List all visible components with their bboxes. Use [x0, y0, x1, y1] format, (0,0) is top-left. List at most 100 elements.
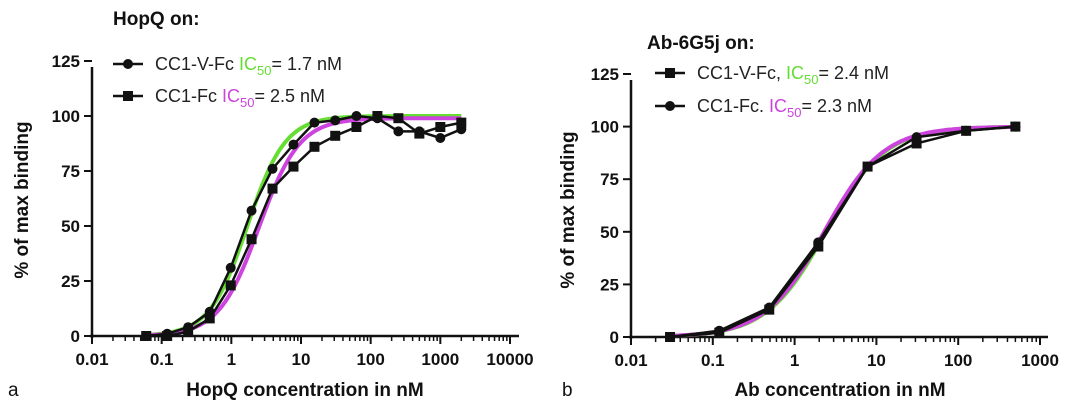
data-point-cc1-v-fc: [435, 133, 446, 143]
y-tick-label-0: 0: [610, 328, 619, 347]
x-tick-label-100: 100: [944, 351, 972, 370]
x-axis-title-b: Ab concentration in nM: [734, 380, 945, 401]
x-tick-label-100: 100: [356, 350, 384, 369]
data-point-cc1-v-fc: [288, 139, 299, 150]
series-name: CC1-V-Fc,: [697, 63, 786, 83]
data-point-cc1-fc: [246, 234, 257, 245]
x-tick-label-1: 1: [790, 351, 799, 370]
x-tick-label-0-1: 0.1: [701, 351, 725, 370]
data-point-cc1-v-fc: [309, 117, 320, 128]
legend-a: CC1-V-Fc IC50= 1.7 nM CC1-Fc IC50= 2.5 n…: [113, 54, 342, 110]
series-name: CC1-Fc: [155, 86, 222, 106]
x-tick-label-0-01: 0.01: [614, 351, 647, 370]
y-tick-label-50: 50: [600, 223, 619, 242]
data-point-cc1-fc: [435, 122, 446, 132]
ic50-value: = 2.4 nM: [818, 63, 889, 83]
data-point-cc1-fc: [225, 280, 236, 291]
data-point-cc1-fc: [372, 111, 383, 121]
legend-marker-cc1-fc: [123, 91, 133, 101]
data-point-cc1-fc: [309, 141, 320, 152]
fit-curves-b: [669, 124, 1016, 338]
y-tick-label-100: 100: [52, 107, 80, 126]
legend-entry-cc1-fc-b: CC1-Fc. IC50= 2.3 nM: [655, 96, 872, 120]
data-point-cc1-v-fc: [330, 115, 341, 126]
ic50-value: = 2.5 nM: [254, 86, 325, 106]
series-cc1-fc: [141, 111, 467, 341]
legend-entry-cc1-fc-a: CC1-Fc IC50= 2.5 nM: [113, 86, 325, 110]
data-point-cc1-fc: [162, 331, 173, 341]
data-point-cc1-fc: [393, 113, 404, 124]
fit-curve-0: [146, 114, 462, 337]
y-tick-label-25: 25: [61, 272, 80, 291]
ic50-subscript: 50: [240, 95, 254, 110]
fit-curve-0: [669, 124, 1016, 338]
legend-marker-cc1-v-fc: [123, 59, 133, 69]
ic50-value: = 2.3 nM: [801, 96, 872, 116]
series-b: [665, 121, 1021, 342]
legend-title-b: Ab-6G5j on:: [647, 33, 755, 54]
data-point-cc1-fc: [714, 325, 725, 336]
data-point-cc1-fc: [330, 130, 341, 141]
series-line-cc1-v-fc: [669, 125, 1016, 339]
ic50-label: IC: [239, 54, 257, 74]
data-point-cc1-v-fc: [393, 126, 404, 137]
series-line-cc1-fc: [146, 114, 462, 338]
series-cc1-fc: [665, 121, 1021, 342]
y-tick-label-50: 50: [61, 217, 80, 236]
ic50-label: IC: [769, 96, 787, 116]
data-point-cc1-v-fc: [246, 205, 257, 216]
series-line-cc1-fc: [669, 125, 1016, 339]
x-tick-label-0-1: 0.1: [150, 350, 174, 369]
ic50-subscript: 50: [804, 72, 818, 87]
x-tick-label-1000: 1000: [421, 350, 459, 369]
legend-marker-cc1-fc: [665, 101, 675, 111]
series-cc1-v-fc: [665, 121, 1021, 342]
x-tick-label-1: 1: [227, 350, 236, 369]
data-point-cc1-fc: [764, 302, 775, 313]
legend-entry-cc1-v-fc-b: CC1-V-Fc, IC50= 2.4 nM: [655, 63, 889, 87]
ic50-label: IC: [786, 63, 804, 83]
x-tick-label-10: 10: [292, 350, 311, 369]
data-point-cc1-fc: [267, 183, 278, 194]
y-tick-label-125: 125: [591, 65, 619, 84]
legend-label-cc1-fc: CC1-Fc IC50= 2.5 nM: [155, 86, 325, 110]
x-tick-label-0-01: 0.01: [75, 350, 108, 369]
panel-b: Ab-6G5j on: 0.01 0.1 1 10 100 1000 0 25 50 75 100 1…: [558, 33, 1059, 401]
series-line-cc1-v-fc: [146, 114, 462, 338]
x-tick-label-10000: 10000: [486, 350, 533, 369]
data-point-cc1-fc: [961, 125, 972, 136]
x-tick-label-10: 10: [867, 351, 886, 370]
ic50-value: = 1.7 nM: [271, 54, 342, 74]
data-point-cc1-fc: [414, 128, 425, 139]
x-tick-label-1000: 1000: [1021, 351, 1059, 370]
ic50-label: IC: [222, 86, 240, 106]
y-tick-label-25: 25: [600, 275, 619, 294]
data-point-cc1-fc: [1010, 121, 1021, 132]
legend-label-cc1-v-fc: CC1-V-Fc, IC50= 2.4 nM: [697, 63, 889, 87]
series-name: CC1-V-Fc: [155, 54, 239, 74]
series-a: [141, 111, 467, 341]
panel-label-a: a: [8, 380, 19, 401]
fit-curve-1: [669, 124, 1016, 338]
y-tick-label-75: 75: [600, 170, 619, 189]
axis-ticks-b: 0.01 0.1 1 10 100 1000 0 25 50 75 100 125: [591, 65, 1059, 370]
data-point-cc1-fc: [204, 313, 215, 324]
axis-ticks-a: 0.01 0.1 1 10 100 1000 10000 0 25 50 75 100 125: [52, 52, 534, 369]
data-point-cc1-v-fc: [351, 111, 362, 121]
y-axis-title-a: % of max binding: [12, 121, 33, 278]
ic50-subscript: 50: [787, 105, 801, 120]
y-tick-label-125: 125: [52, 52, 80, 71]
data-point-cc1-fc: [862, 161, 873, 172]
x-axis-title-a: HopQ concentration in nM: [186, 380, 424, 401]
legend-label-cc1-v-fc: CC1-V-Fc IC50= 1.7 nM: [155, 54, 342, 78]
data-point-cc1-fc: [813, 237, 824, 248]
ic50-subscript: 50: [257, 63, 271, 78]
data-point-cc1-v-fc: [911, 138, 922, 149]
series-name: CC1-Fc.: [697, 96, 769, 116]
legend-marker-cc1-v-fc: [665, 68, 675, 78]
legend-b: CC1-V-Fc, IC50= 2.4 nM CC1-Fc. IC50= 2.3…: [655, 63, 889, 120]
fit-curve-1: [146, 116, 462, 338]
data-point-cc1-v-fc: [225, 262, 236, 273]
data-point-cc1-fc: [183, 326, 194, 337]
